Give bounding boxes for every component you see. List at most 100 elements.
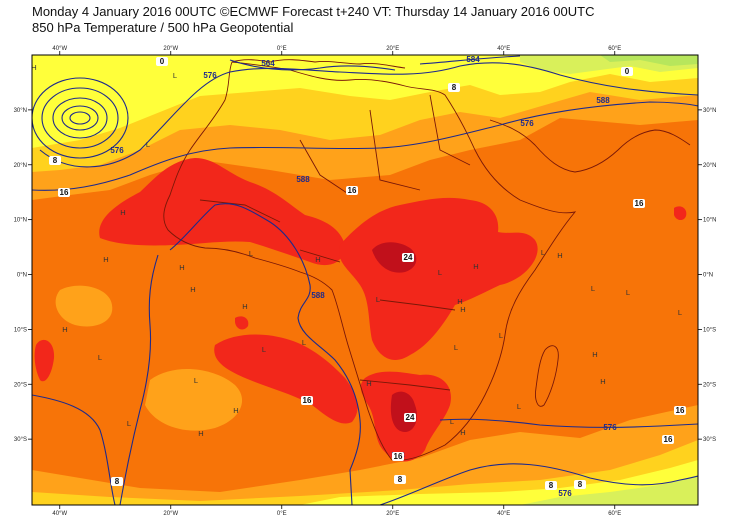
high-pressure-marker: H (557, 251, 562, 260)
isotherm-label: 24 (406, 413, 415, 422)
geopotential-contour-588-north (32, 101, 698, 191)
high-pressure-marker: H (473, 262, 478, 271)
isotherm-label: 16 (348, 186, 357, 195)
high-pressure-marker: H (233, 406, 238, 415)
map-header: Monday 4 January 2016 00UTC ©ECMWF Forec… (32, 4, 722, 36)
high-pressure-marker: H (457, 297, 462, 306)
low-pressure-marker: L (376, 295, 380, 304)
geopotential-low-ring-4 (41, 87, 119, 149)
isotherm-label: 0 (625, 67, 630, 76)
isotherm-label: 16 (635, 199, 644, 208)
geopotential-label: 588 (596, 96, 610, 105)
geopotential-low-ring-2 (61, 105, 99, 131)
lon-tick-label-top: 20°E (386, 46, 399, 52)
low-pressure-marker: L (262, 345, 266, 354)
isotherm-label-bg (111, 477, 123, 486)
temperature-field: 576564584576576588588576588588576 081616… (32, 55, 698, 505)
lat-tick-label-left: 30°S (14, 437, 27, 443)
isotherm-label-bg (392, 452, 404, 461)
high-pressure-marker: H (62, 325, 67, 334)
geopotential-contour-588-east (439, 418, 698, 428)
geopotential-low-ring-5 (32, 77, 129, 159)
high-pressure-marker: H (592, 350, 597, 359)
lon-tick-label-bottom: 40°W (52, 511, 67, 517)
isotherm-label-bg (58, 188, 70, 197)
high-pressure-marker: H (242, 302, 247, 311)
graticule-ticks: 40°W 40°W 20°W 20°W 0°E 0°E 20°E 20°E 40°E 40°E 60… (14, 46, 717, 517)
low-pressure-marker: L (499, 331, 503, 340)
high-pressure-marker: H (179, 263, 184, 272)
geopotential-label: 576 (203, 71, 217, 80)
lon-tick-label-top: 20°W (163, 46, 178, 52)
geopotential-label: 564 (261, 59, 275, 68)
low-pressure-marker: L (302, 338, 306, 347)
temperature-band-12-16-blob2 (55, 285, 113, 327)
low-pressure-marker: L (591, 284, 595, 293)
lon-tick-label-top: 40°W (52, 46, 67, 52)
high-pressure-marker: H (315, 255, 320, 264)
isotherm-label: 8 (578, 480, 583, 489)
isotherm-label-bg (621, 67, 633, 76)
map-frame (31, 54, 699, 506)
temperature-band-0-4-south (520, 476, 698, 505)
title-line-2: 850 hPa Temperature / 500 hPa Geopotenti… (32, 20, 294, 35)
temperature-band-20-24-east (674, 206, 687, 221)
temperature-band-8-12-south (32, 440, 698, 505)
high-pressure-marker: H (120, 208, 125, 217)
lon-tick-label-bottom: 20°W (163, 511, 178, 517)
low-pressure-marker: L (249, 249, 253, 258)
isotherm-label-bg (402, 253, 414, 262)
lon-tick-label-top: 0°E (277, 46, 287, 52)
geopotential-label: 576 (520, 119, 534, 128)
low-pressure-marker: L (173, 71, 177, 80)
geopotential-label: 576 (110, 146, 124, 155)
isotherm-label: 8 (549, 481, 554, 490)
low-pressure-marker: L (678, 308, 682, 317)
lat-tick-label-left: 20°N (14, 163, 27, 169)
isotherm-label: 8 (398, 475, 403, 484)
geopotential-label: 588 (311, 291, 325, 300)
geopotential-contour-564-north (229, 59, 396, 71)
lon-tick-label-top: 40°E (497, 46, 510, 52)
isotherm-label: 8 (115, 477, 120, 486)
coastline-madagascar (535, 345, 559, 407)
temperature-band-4-8-north (32, 55, 698, 148)
lon-tick-label-bottom: 60°E (608, 511, 621, 517)
lat-tick-label-right: 30°S (703, 437, 716, 443)
low-pressure-marker: L (146, 140, 150, 149)
isotherm-label: 16 (394, 452, 403, 461)
coastline-arabia (489, 119, 691, 173)
temperature-band-20-24-south (214, 334, 358, 424)
isotherm-label-bg (674, 406, 686, 415)
isotherm-label-bg (404, 413, 416, 422)
high-pressure-marker: H (600, 377, 605, 386)
coastlines (163, 59, 691, 461)
isotherm-label: 16 (303, 396, 312, 405)
coastline-africa (163, 61, 577, 461)
low-pressure-marker: L (98, 353, 102, 362)
geopotential-contours (32, 55, 698, 505)
isotherm-label-bg (574, 480, 586, 489)
lat-tick-label-right: 10°N (703, 218, 716, 224)
low-pressure-marker: L (454, 343, 458, 352)
temperature-band-below-0 (600, 55, 698, 66)
low-pressure-marker: L (450, 417, 454, 426)
lat-tick-label-left: 10°N (14, 218, 27, 224)
border-lines (199, 94, 471, 391)
geopotential-contour-588-south (32, 394, 116, 505)
geopotential-contour-588-west (119, 254, 159, 505)
isotherm-label: 0 (160, 57, 165, 66)
temperature-band-20-24-west (34, 339, 55, 382)
low-pressure-marker: L (626, 288, 630, 297)
isotherm-label: 8 (452, 83, 457, 92)
lon-tick-label-bottom: 20°E (386, 511, 399, 517)
high-pressure-marker: H (198, 429, 203, 438)
geopotential-contour-576-south (379, 463, 698, 505)
high-pressure-marker: H (103, 255, 108, 264)
isotherm-label-bg (301, 396, 313, 405)
coastline-europe (231, 59, 406, 69)
low-pressure-marker: L (517, 402, 521, 411)
lon-tick-label-top: 60°E (608, 46, 621, 52)
